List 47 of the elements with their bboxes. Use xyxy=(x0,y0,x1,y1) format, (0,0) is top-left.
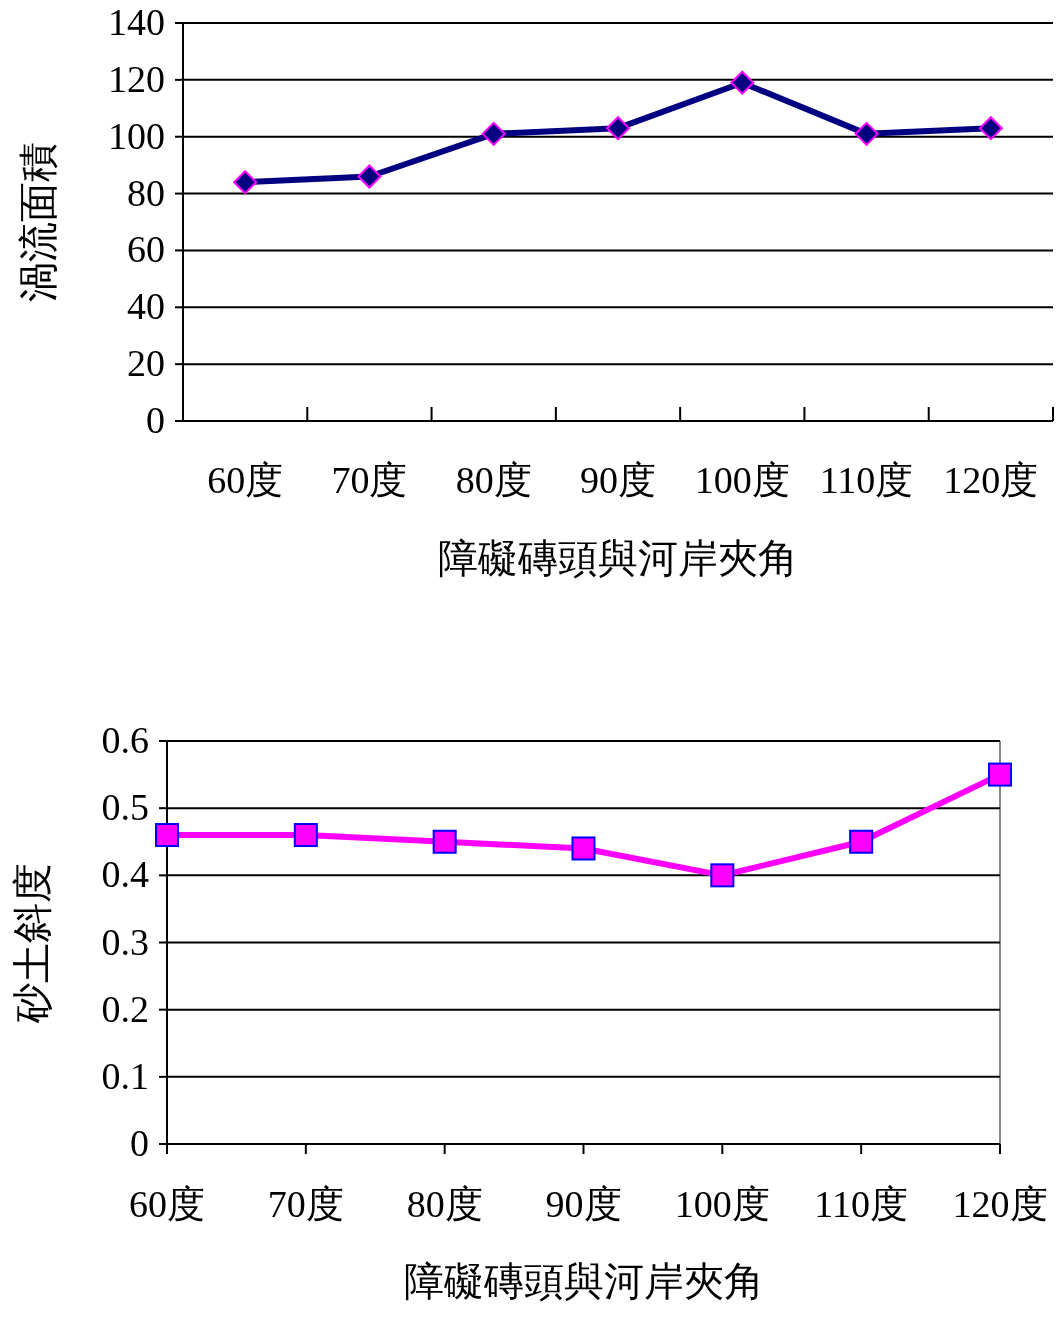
point xyxy=(849,829,874,854)
x-tick-label: 90度 xyxy=(580,459,656,501)
y-tick-label: 40 xyxy=(127,285,165,328)
point xyxy=(432,829,457,854)
y-axis-title: 砂土斜度 xyxy=(10,862,55,1024)
x-axis-title: 障礙磚頭與河岸夾角 xyxy=(403,1259,764,1304)
x-tick-label: 90度 xyxy=(545,1183,622,1225)
x-tick-label: 60度 xyxy=(207,459,284,501)
point xyxy=(606,116,630,141)
point xyxy=(730,70,755,95)
x-tick-label: 100度 xyxy=(674,1183,770,1225)
point xyxy=(571,836,596,861)
x-tick-label: 110度 xyxy=(819,459,914,501)
y-tick-label: 0.4 xyxy=(101,853,149,896)
point xyxy=(481,121,506,146)
x-tick-label: 100度 xyxy=(694,459,790,501)
y-tick-label: 120 xyxy=(108,57,165,100)
y-tick-label: 100 xyxy=(108,114,165,157)
y-tick-label: 0.2 xyxy=(101,987,149,1030)
y-tick-label: 0.5 xyxy=(101,786,149,829)
x-tick-label: 80度 xyxy=(406,1183,483,1225)
x-tick-label: 80度 xyxy=(455,459,532,501)
y-tick-label: 60 xyxy=(127,228,165,271)
x-tick-label: 120度 xyxy=(943,459,1039,501)
y-tick-label: 0.6 xyxy=(101,719,149,761)
point xyxy=(357,164,382,189)
x-tick-label: 110度 xyxy=(814,1183,908,1225)
x-axis-title: 障礙磚頭與河岸夾角 xyxy=(438,536,798,581)
x-tick-label: 120度 xyxy=(952,1183,1048,1225)
x-tick-label: 70度 xyxy=(331,459,408,501)
y-axis-title: 渦流面積 xyxy=(16,142,61,302)
point xyxy=(854,121,879,146)
point xyxy=(155,823,179,848)
y-tick-label: 0.1 xyxy=(101,1054,149,1097)
point xyxy=(233,170,258,195)
point xyxy=(293,823,318,848)
y-tick-label: 0.3 xyxy=(101,920,149,963)
y-tick-label: 0 xyxy=(146,399,165,441)
y-tick-label: 0 xyxy=(130,1122,149,1164)
x-tick-label: 60度 xyxy=(129,1183,205,1225)
point xyxy=(710,863,735,888)
point xyxy=(978,116,1003,141)
y-tick-label: 80 xyxy=(127,171,165,214)
y-tick-label: 20 xyxy=(127,342,165,385)
point xyxy=(988,762,1012,787)
x-tick-label: 70度 xyxy=(267,1183,344,1225)
y-tick-label: 140 xyxy=(108,1,165,43)
